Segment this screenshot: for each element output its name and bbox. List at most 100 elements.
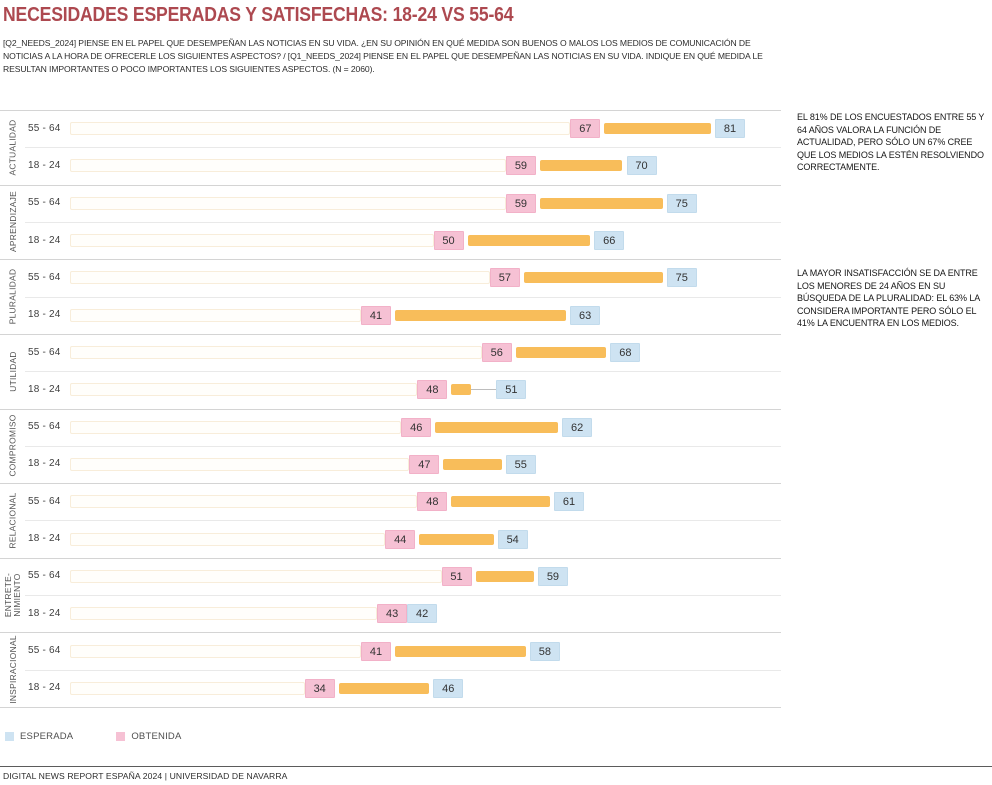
obtained-value-box: 41 [361,641,392,661]
expected-value-box: 75 [666,193,697,213]
category-label-text: PLURALIDAD [7,268,18,325]
row-track [70,681,305,695]
row-label-age-group: 55 - 64 [28,271,61,283]
category-label-text: INSPIRACIONAL [7,635,18,704]
group-separator [0,557,781,559]
obtained-value-box: 48 [417,380,448,400]
row-track [70,420,402,434]
row-separator [25,296,781,298]
chart-legend: ESPERADA OBTENIDA [5,731,225,742]
page-title: NECESIDADES ESPERADAS Y SATISFECHAS: 18-… [3,4,514,26]
group-separator [0,632,781,634]
group-separator [0,333,781,335]
row-separator [25,371,781,373]
obtained-value-box: 59 [505,156,536,176]
expected-value-box: 58 [529,641,560,661]
obtained-value-box: 41 [361,305,392,325]
row-separator [25,147,781,149]
group-separator [0,707,781,708]
group-separator [0,408,781,410]
obtained-value-box: 44 [385,529,416,549]
group-separator [0,110,781,111]
row-label-age-group: 55 - 64 [28,346,61,358]
legend-item-esperada: ESPERADA [5,731,73,742]
row-label-age-group: 18 - 24 [28,533,61,545]
category-label-text: APRENDIZAJE [7,191,18,253]
expected-value-box: 55 [505,454,536,474]
row-track [70,457,410,471]
expected-value-box: 51 [496,380,527,400]
category-label-compromiso: COMPROMISO [0,409,26,484]
category-label-text: ENTRETE- NIMIENTO [3,572,22,618]
row-track [70,532,386,546]
category-label-utilidad: UTILIDAD [0,334,26,409]
survey-question-text: [Q2_NEEDS_2024] PIENSE EN EL PAPEL QUE D… [3,38,763,74]
category-label-text: RELACIONAL [7,492,18,549]
category-label-actualidad: ACTUALIDAD [0,110,26,185]
group-separator [0,483,781,485]
group-separator [0,259,781,261]
obtained-value-box: 48 [417,492,448,512]
row-label-age-group: 18 - 24 [28,682,61,694]
footer-divider [0,766,992,767]
obtained-value-box: 34 [304,678,335,698]
group-separator [0,184,781,186]
gap-bar [443,458,502,470]
row-track [70,607,378,621]
row-label-age-group: 55 - 64 [28,122,61,134]
gap-bar [451,384,472,396]
row-track [70,308,362,322]
gap-bar [451,496,551,508]
expected-value-box: 70 [626,156,657,176]
gap-bar [515,347,607,359]
gap-bar [539,160,623,172]
row-track [70,234,434,248]
expected-value-box: 54 [497,529,528,549]
row-separator [25,595,781,597]
row-label-age-group: 55 - 64 [28,495,61,507]
obtained-value-box: 43 [377,604,408,624]
row-separator [25,669,781,671]
annotation-pluralidad: LA MAYOR INSATISFACCIÓN SE DA ENTRE LOS … [797,268,980,329]
category-label-inspiracional: INSPIRACIONAL [0,632,26,707]
obtenida-swatch-icon [116,732,126,741]
row-label-age-group: 18 - 24 [28,607,61,619]
obtained-value-box: 51 [441,566,472,586]
gap-bar [539,197,663,209]
row-label-age-group: 55 - 64 [28,645,61,657]
expected-value-box: 46 [433,678,464,698]
row-separator [25,520,781,522]
row-track [70,271,490,285]
legend-item-obtenida: OBTENIDA [116,731,181,742]
gap-bar [419,533,494,545]
row-track [70,346,482,360]
row-label-age-group: 18 - 24 [28,309,61,321]
category-label-pluralidad: PLURALIDAD [0,259,26,334]
expected-value-box: 81 [715,119,746,139]
category-label-text: COMPROMISO [7,414,18,477]
row-label-age-group: 18 - 24 [28,458,61,470]
dumbbell-chart: ACTUALIDAD 55 - 64 67 81 18 - 24 59 70 APRENDIZ… [0,110,781,708]
row-label-age-group: 55 - 64 [28,197,61,209]
category-label-aprendizaje: APRENDIZAJE [0,185,26,260]
row-track [70,383,418,397]
row-track [70,159,506,173]
row-track [70,122,571,136]
row-track [70,569,442,583]
obtained-value-box: 57 [489,268,520,288]
gap-bar [523,272,663,284]
obtained-value-box: 46 [401,417,432,437]
row-track [70,196,506,210]
gap-bar [604,123,712,135]
row-label-age-group: 55 - 64 [28,421,61,433]
footer-source: DIGITAL NEWS REPORT ESPAÑA 2024 | UNIVER… [3,771,288,781]
esperada-swatch-icon [5,732,14,741]
expected-value-box: 61 [554,492,585,512]
legend-label-esperada: ESPERADA [20,731,74,742]
expected-value-box: 75 [666,268,697,288]
obtained-value-box: 50 [433,231,464,251]
expected-value-box: 42 [407,604,438,624]
row-separator [25,221,781,223]
legend-label-obtenida: OBTENIDA [131,731,182,742]
obtained-value-box: 56 [481,343,512,363]
